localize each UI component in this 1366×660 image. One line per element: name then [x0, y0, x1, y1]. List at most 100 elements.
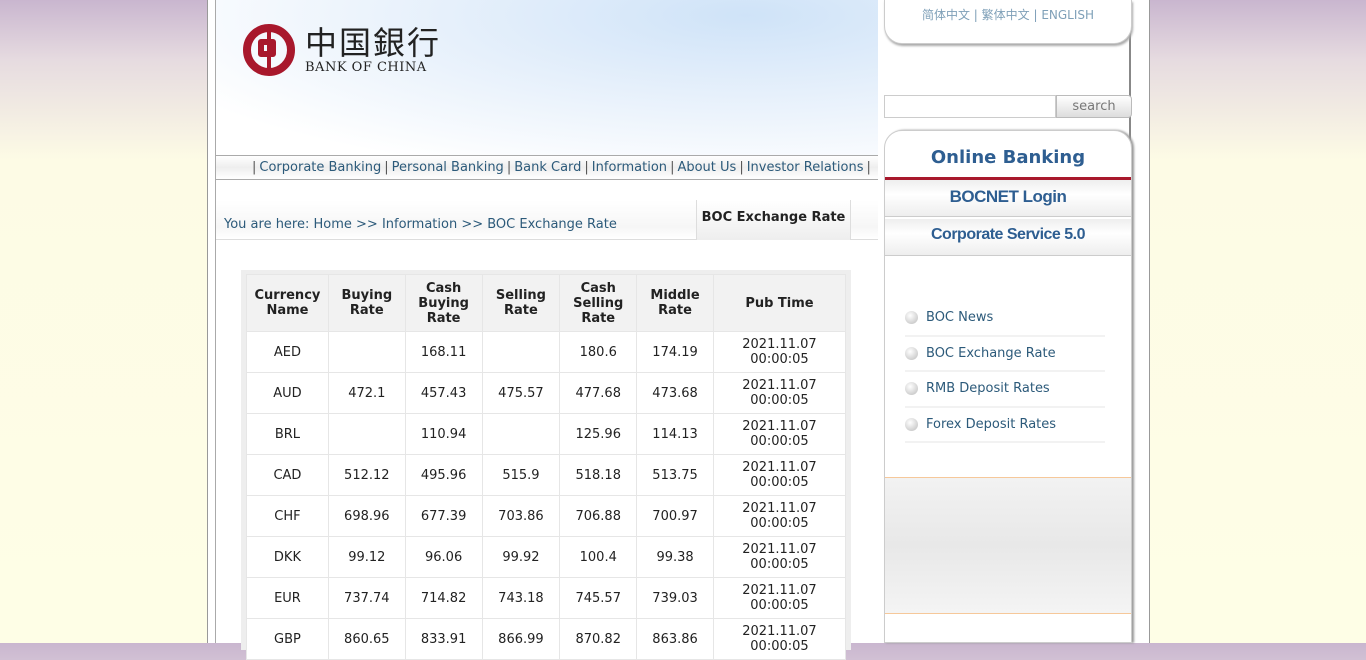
table-cell: GBP [246, 618, 329, 660]
link-forex-deposit-rates[interactable]: Forex Deposit Rates [905, 408, 1105, 443]
table-cell: 2021.11.07 00:00:05 [712, 372, 847, 414]
table-cell: 745.57 [559, 577, 638, 619]
nav-personal-banking[interactable]: Personal Banking [391, 160, 504, 175]
table-cell: AED [246, 331, 329, 373]
bullet-icon [905, 311, 918, 325]
table-cell [481, 331, 561, 373]
table-cell: 114.13 [636, 413, 714, 455]
table-cell: 860.65 [327, 618, 406, 660]
nav-investor-relations[interactable]: Investor Relations [746, 160, 864, 175]
table-cell: 513.75 [636, 454, 714, 496]
language-switcher: 简体中文 | 繁体中文 | ENGLISH [884, 0, 1132, 44]
bocnet-login-button[interactable]: BOCNET Login [885, 180, 1131, 217]
breadcrumb-bar: You are here: Home >> Information >> BOC… [216, 200, 878, 240]
column-header: Cash Selling Rate [559, 274, 638, 332]
table-cell: 863.86 [636, 618, 714, 660]
table-cell [327, 331, 406, 373]
table-cell: CAD [246, 454, 329, 496]
table-cell: 512.12 [327, 454, 406, 496]
lang-traditional[interactable]: 繁体中文 [981, 8, 1030, 22]
right-column: 简体中文 | 繁体中文 | ENGLISH search Online Bank… [884, 0, 1132, 643]
search-input[interactable] [884, 95, 1056, 118]
table-cell: 495.96 [404, 454, 483, 496]
exchange-rate-table: Currency Name Buying Rate Cash Buying Rate… [246, 274, 847, 660]
table-row: CHF 698.96 677.39 703.86 706.88 700.97 2021.11… [246, 495, 847, 537]
table-cell: CHF [246, 495, 329, 537]
table-cell: 99.92 [481, 536, 561, 578]
quick-links: BOC News BOC Exchange Rate RMB Deposit R… [905, 301, 1105, 443]
table-cell: 700.97 [636, 495, 714, 537]
search-box: search [884, 95, 1132, 118]
table-cell: 2021.11.07 00:00:05 [712, 618, 847, 660]
link-label: Forex Deposit Rates [926, 416, 1057, 432]
table-cell: 518.18 [559, 454, 638, 496]
table-row: GBP 860.65 833.91 866.99 870.82 863.86 2021.11… [246, 618, 847, 660]
table-cell: 703.86 [481, 495, 561, 537]
link-boc-news[interactable]: BOC News [905, 301, 1105, 337]
page-inner: 中国銀行 BANK OF CHINA | Corporate Banking | Per… [215, 0, 1132, 660]
table-cell: 2021.11.07 00:00:05 [712, 331, 847, 373]
table-cell: 168.11 [404, 331, 483, 373]
table-row: AUD 472.1 457.43 475.57 477.68 473.68 2021.11.… [246, 372, 847, 414]
main-nav: | Corporate Banking | Personal Banking | Bank… [216, 155, 878, 180]
table-cell: 2021.11.07 00:00:05 [712, 536, 847, 578]
table-cell [481, 413, 561, 455]
link-rmb-deposit-rates[interactable]: RMB Deposit Rates [905, 372, 1105, 408]
nav-about-us[interactable]: About Us [677, 160, 737, 175]
link-boc-exchange-rate[interactable]: BOC Exchange Rate [905, 337, 1105, 372]
table-cell: 125.96 [559, 413, 638, 455]
table-row: DKK 99.12 96.06 99.92 100.4 99.38 2021.11.07 0… [246, 536, 847, 578]
column-header: Pub Time [712, 274, 847, 332]
table-cell: 99.12 [327, 536, 406, 578]
column-header: Currency Name [246, 274, 329, 332]
nav-bank-card[interactable]: Bank Card [514, 160, 582, 175]
rate-table-wrapper: Currency Name Buying Rate Cash Buying Rate… [241, 270, 851, 660]
bank-logo[interactable]: 中国銀行 BANK OF CHINA [243, 24, 441, 76]
table-cell: 833.91 [404, 618, 483, 660]
table-row: BRL 110.94 125.96 114.13 2021.11.07 00:00:05 [246, 413, 847, 455]
table-cell: 473.68 [636, 372, 714, 414]
column-header: Middle Rate [636, 274, 714, 332]
table-cell: 739.03 [636, 577, 714, 619]
table-cell [327, 413, 406, 455]
header-banner: 中国銀行 BANK OF CHINA [216, 0, 878, 155]
table-row: EUR 737.74 714.82 743.18 745.57 739.03 2021.11… [246, 577, 847, 619]
table-cell: 515.9 [481, 454, 561, 496]
nav-information[interactable]: Information [591, 160, 668, 175]
table-cell: 870.82 [559, 618, 638, 660]
table-cell: 180.6 [559, 331, 638, 373]
column-header: Cash Buying Rate [404, 274, 483, 332]
table-row: CAD 512.12 495.96 515.9 518.18 513.75 2021.11.… [246, 454, 847, 496]
nav-corporate-banking[interactable]: Corporate Banking [259, 160, 382, 175]
link-label: BOC News [926, 310, 994, 326]
logo-chinese: 中国銀行 [305, 23, 442, 62]
lobby-photo [885, 477, 1131, 614]
table-cell: 2021.11.07 00:00:05 [712, 413, 847, 455]
table-cell: 457.43 [404, 372, 483, 414]
link-label: RMB Deposit Rates [926, 381, 1050, 397]
table-cell: 477.68 [559, 372, 638, 414]
table-cell: 99.38 [636, 536, 714, 578]
column-header: Selling Rate [481, 274, 561, 332]
lang-english[interactable]: ENGLISH [1041, 8, 1095, 22]
search-button[interactable]: search [1056, 95, 1132, 118]
table-cell: 96.06 [404, 536, 483, 578]
table-cell: 714.82 [404, 577, 483, 619]
table-cell: 472.1 [327, 372, 406, 414]
table-cell: 110.94 [404, 413, 483, 455]
lang-simplified[interactable]: 简体中文 [921, 8, 970, 22]
table-cell: 2021.11.07 00:00:05 [712, 577, 847, 619]
table-cell: DKK [246, 536, 329, 578]
table-cell: 677.39 [404, 495, 483, 537]
breadcrumb: You are here: Home >> Information >> BOC… [224, 217, 617, 232]
table-cell: 100.4 [559, 536, 638, 578]
corporate-service-button[interactable]: Corporate Service 5.0 [885, 219, 1131, 256]
table-cell: 743.18 [481, 577, 561, 619]
table-cell: EUR [246, 577, 329, 619]
boc-seal-icon [243, 24, 295, 76]
online-banking-panel: Online Banking BOCNET Login Corporate Se… [884, 130, 1132, 643]
logo-english: BANK OF CHINA [305, 59, 427, 75]
page-container: 中国銀行 BANK OF CHINA | Corporate Banking | Per… [207, 0, 1150, 660]
table-cell: 698.96 [327, 495, 406, 537]
bullet-icon [905, 346, 918, 360]
